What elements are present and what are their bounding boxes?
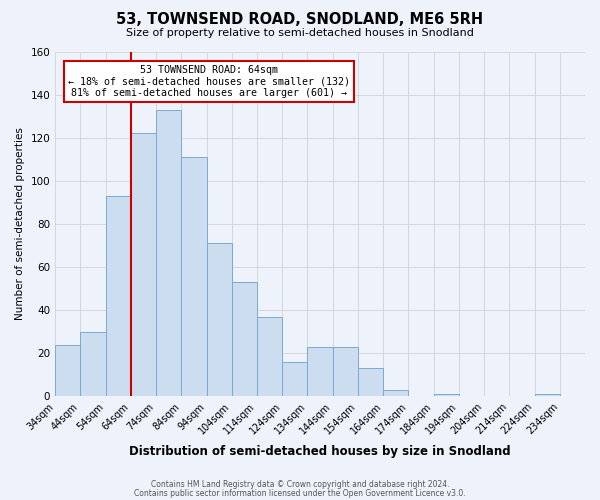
Bar xyxy=(332,347,358,397)
Bar xyxy=(80,332,106,396)
Text: Contains public sector information licensed under the Open Government Licence v3: Contains public sector information licen… xyxy=(134,488,466,498)
Y-axis label: Number of semi-detached properties: Number of semi-detached properties xyxy=(15,128,25,320)
Bar xyxy=(434,394,459,396)
Bar xyxy=(106,196,131,396)
Bar xyxy=(55,344,80,397)
Bar xyxy=(535,394,560,396)
Bar xyxy=(156,110,181,397)
Text: 53 TOWNSEND ROAD: 64sqm
← 18% of semi-detached houses are smaller (132)
81% of s: 53 TOWNSEND ROAD: 64sqm ← 18% of semi-de… xyxy=(68,66,350,98)
Bar xyxy=(383,390,409,396)
Bar xyxy=(131,134,156,396)
Text: 53, TOWNSEND ROAD, SNODLAND, ME6 5RH: 53, TOWNSEND ROAD, SNODLAND, ME6 5RH xyxy=(116,12,484,28)
Text: Size of property relative to semi-detached houses in Snodland: Size of property relative to semi-detach… xyxy=(126,28,474,38)
Bar xyxy=(206,244,232,396)
Text: Contains HM Land Registry data © Crown copyright and database right 2024.: Contains HM Land Registry data © Crown c… xyxy=(151,480,449,489)
Bar xyxy=(282,362,307,396)
Bar xyxy=(257,316,282,396)
Bar xyxy=(232,282,257,397)
X-axis label: Distribution of semi-detached houses by size in Snodland: Distribution of semi-detached houses by … xyxy=(129,444,511,458)
Bar xyxy=(181,157,206,396)
Bar xyxy=(358,368,383,396)
Bar xyxy=(307,347,332,397)
